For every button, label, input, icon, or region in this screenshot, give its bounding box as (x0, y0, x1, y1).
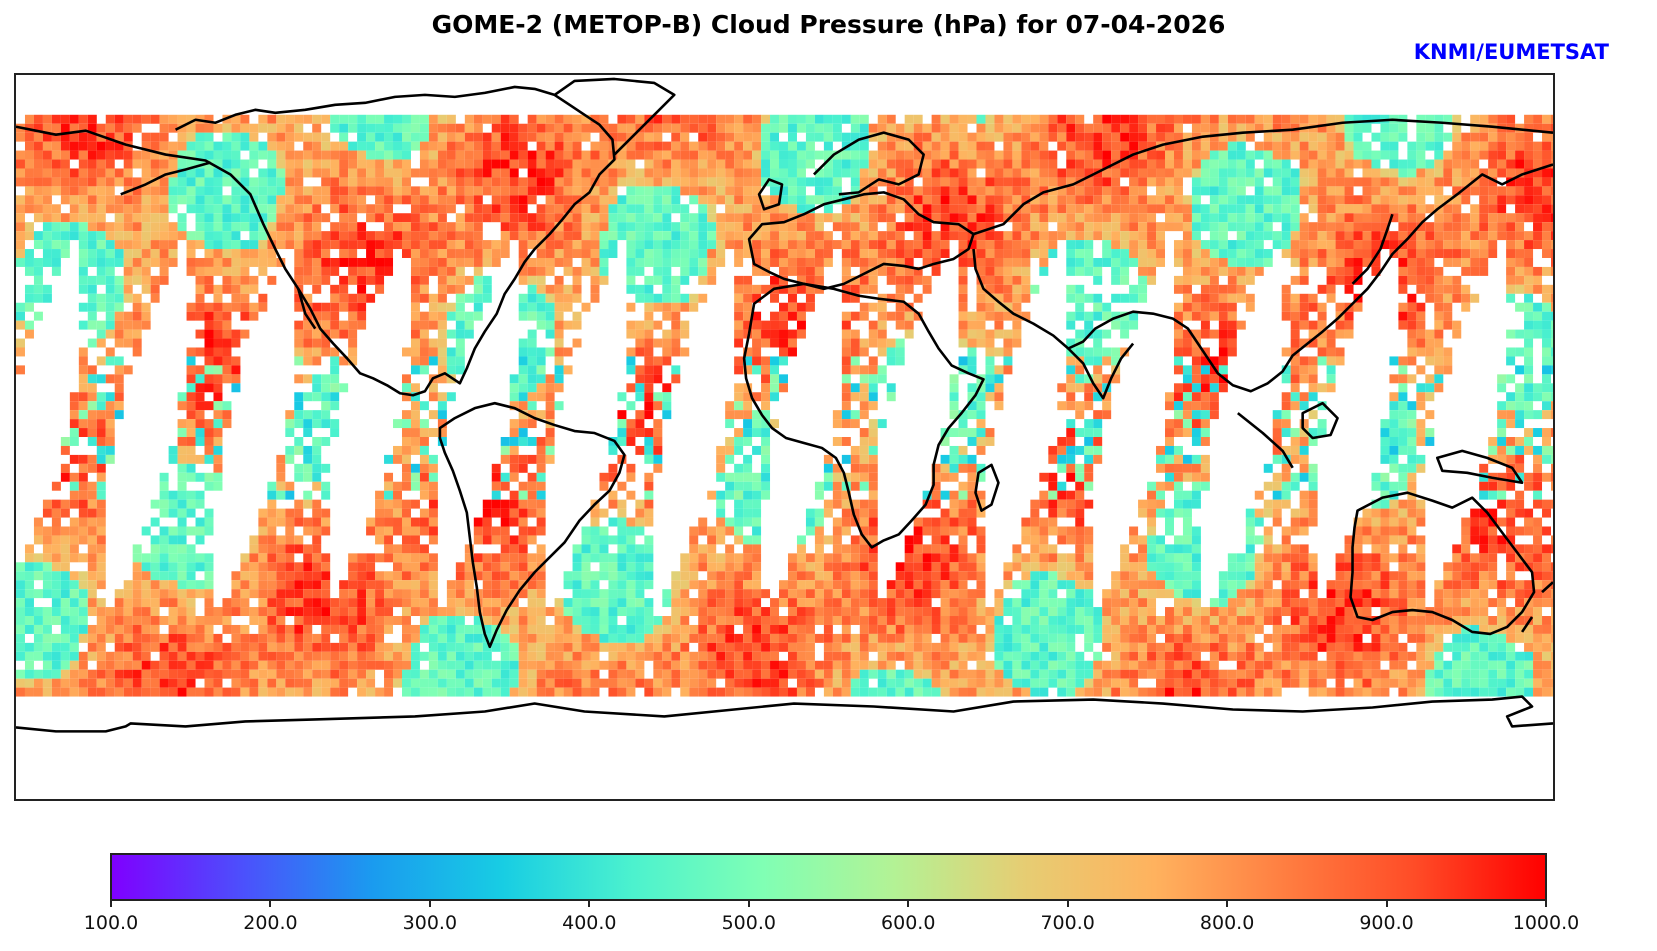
colorbar-tick (269, 900, 272, 907)
coast-north-america (16, 85, 616, 397)
colorbar-tick (1226, 900, 1229, 907)
colorbar-tick-label: 900.0 (1359, 912, 1414, 934)
colorbar-tick (1385, 900, 1388, 907)
map-panel (14, 73, 1555, 801)
coastlines (16, 77, 1553, 733)
coast-australia (1349, 491, 1536, 636)
coast-india (1067, 342, 1135, 400)
satellite-swaths (16, 114, 1553, 697)
coast-britain (757, 178, 784, 211)
colorbar-tick (588, 900, 591, 907)
colorbar-tick (907, 900, 910, 907)
colorbar-tick-label: 700.0 (1040, 912, 1095, 934)
colorbar-tick (747, 900, 750, 907)
coast-greenland (553, 77, 676, 156)
credit-label: KNMI/EUMETSAT (1413, 40, 1609, 64)
coast-south-america (438, 401, 626, 649)
colorbar-tick-label: 600.0 (881, 912, 936, 934)
coast-japan (1351, 213, 1394, 285)
coast-alaska-peninsula (120, 161, 211, 196)
colorbar-tick-label: 500.0 (721, 912, 776, 934)
colorbar-tick (1066, 900, 1069, 907)
cloud-pressure-map (16, 77, 1553, 733)
coast-new-guinea (1436, 449, 1524, 485)
colorbar-tick-label: 1000.0 (1512, 912, 1580, 934)
colorbar-tick-label: 300.0 (402, 912, 458, 934)
colorbar-tick (110, 900, 112, 907)
coast-baja (297, 288, 317, 330)
coast-scandinavia (813, 131, 925, 196)
coast-africa (742, 282, 985, 549)
colorbar-tick-label: 800.0 (1199, 912, 1255, 934)
colorbar-tick-label: 200.0 (243, 912, 298, 934)
coast-sumatra (1237, 412, 1294, 469)
coast-borneo (1301, 401, 1339, 440)
colorbar-tick-label: 100.0 (83, 912, 139, 934)
coast-new-zealand (1521, 581, 1553, 633)
coast-europe (747, 191, 975, 291)
colorbar-tick-label: 400.0 (562, 912, 617, 934)
colorbar-tick (428, 900, 431, 907)
colorbar (110, 853, 1547, 901)
coast-antarctica (16, 695, 1553, 733)
chart-title: GOME-2 (METOP-B) Cloud Pressure (hPa) fo… (431, 10, 1226, 39)
coast-asia (972, 118, 1553, 393)
coast-madagascar (974, 463, 1000, 512)
colorbar-tick (1545, 900, 1547, 907)
